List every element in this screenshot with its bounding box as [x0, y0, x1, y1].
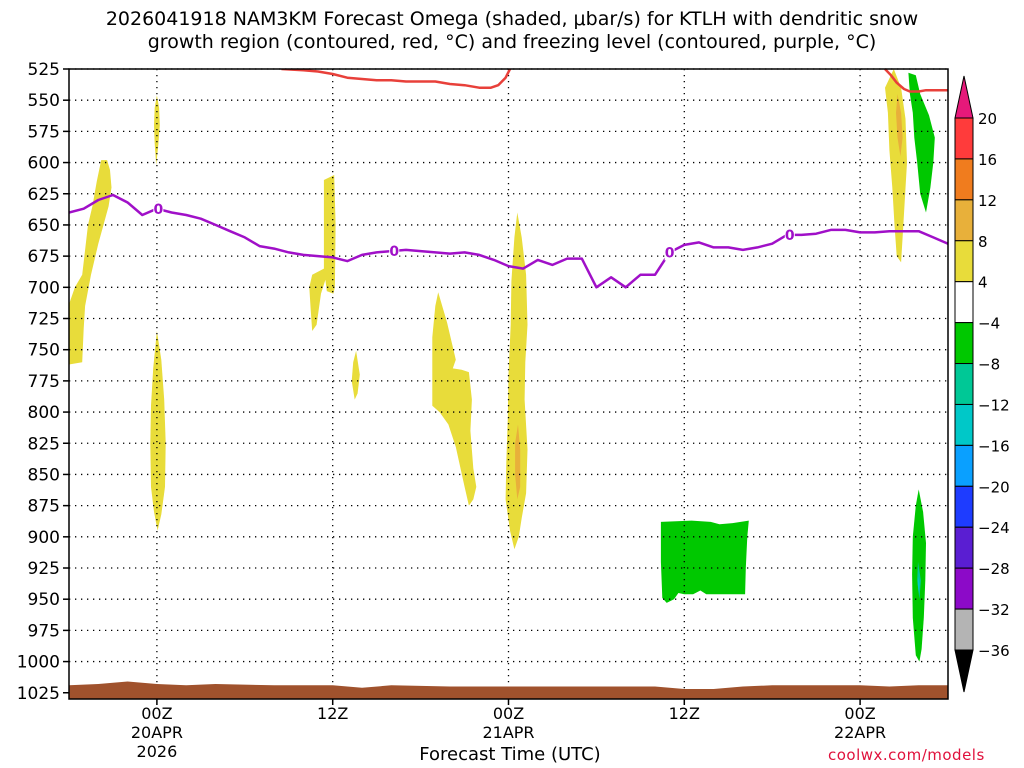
contour-label-background — [784, 226, 795, 243]
dgz-contour-line — [884, 69, 948, 93]
x-tick-label: 12Z — [317, 704, 348, 723]
y-tick-label: 575 — [28, 122, 60, 142]
colorbar-segment — [954, 322, 974, 365]
chart-title: 2026041918 NAM3KM Forecast Omega (shaded… — [105, 8, 919, 53]
colorbar-label: −4 — [978, 315, 1000, 333]
colorbar-segment — [954, 199, 974, 242]
colorbar-label: −20 — [978, 478, 1010, 496]
x-tick-label: 20APR — [131, 723, 183, 742]
colorbar-bottom-arrow — [954, 649, 974, 693]
y-tick-label: 650 — [28, 216, 60, 236]
x-tick-label: 12Z — [669, 704, 700, 723]
omega-region — [660, 520, 749, 603]
x-tick-label: 00Z — [141, 704, 172, 723]
x-tick-label: 22APR — [834, 723, 886, 742]
x-axis-label: Forecast Time (UTC) — [419, 744, 601, 765]
freezing-level-label: 0 — [153, 202, 163, 218]
gridlines — [69, 68, 948, 699]
colorbar-segment — [954, 526, 974, 569]
dgz-contour-line — [281, 69, 512, 89]
y-tick-label: 775 — [28, 372, 60, 392]
omega-region — [917, 576, 920, 593]
colorbar-label: −36 — [978, 642, 1010, 660]
omega-region — [896, 94, 903, 157]
omega-shading — [69, 69, 935, 662]
colorbar-segment — [954, 608, 974, 651]
omega-region — [917, 561, 921, 600]
colorbar-label: −8 — [978, 356, 1000, 374]
omega-region — [309, 175, 336, 331]
freezing-level-label: 0 — [389, 244, 399, 260]
omega-region — [150, 331, 166, 531]
y-tick-label: 975 — [28, 621, 60, 641]
colorbar-segment — [954, 158, 974, 201]
y-tick-label: 525 — [28, 60, 60, 80]
contour-label-background — [153, 201, 164, 218]
y-tick-label: 800 — [28, 403, 60, 423]
colorbar-segment — [954, 403, 974, 446]
colorbar-segment — [954, 281, 974, 324]
colorbar-label: −16 — [978, 437, 1010, 455]
colorbar-label: 4 — [978, 274, 988, 292]
y-tick-label: 825 — [28, 434, 60, 454]
colorbar-segment — [954, 117, 974, 160]
site-credit: coolwx.com/models — [828, 746, 985, 764]
colorbar-label: 8 — [978, 233, 988, 251]
x-tick-label: 21APR — [482, 723, 534, 742]
colorbar: 20 16 12 8 4 −4 −8 −12 −16 −20 −24 −28 −32 −36 — [954, 75, 1010, 693]
colorbar-segment — [954, 485, 974, 528]
y-tick-label: 750 — [28, 341, 60, 361]
colorbar-segment — [954, 444, 974, 487]
colorbar-segment — [954, 363, 974, 405]
colorbar-top-arrow — [954, 75, 974, 119]
contour-label-background — [664, 244, 675, 261]
freezing-level-label: 0 — [665, 245, 675, 261]
y-tick-label: 950 — [28, 590, 60, 610]
y-tick-label: 600 — [28, 154, 60, 174]
y-tick-label: 675 — [28, 247, 60, 267]
colorbar-label: 20 — [978, 110, 997, 128]
colorbar-label: −24 — [978, 519, 1010, 537]
freezing-level-line — [69, 193, 948, 289]
omega-region — [69, 160, 112, 365]
terrain-area — [69, 681, 948, 699]
colorbar-label: 16 — [978, 151, 997, 169]
terrain-fill — [69, 681, 948, 699]
omega-region — [515, 424, 521, 500]
x-tick-label: 2026 — [137, 742, 178, 761]
y-tick-label: 1000 — [17, 653, 60, 673]
colorbar-label: 12 — [978, 192, 997, 210]
y-tick-label: 900 — [28, 528, 60, 548]
y-tick-label: 1025 — [17, 684, 60, 704]
colorbar-label: −32 — [978, 601, 1010, 619]
colorbar-label: −28 — [978, 560, 1010, 578]
colorbar-segment — [954, 240, 974, 283]
y-tick-label: 550 — [28, 91, 60, 111]
y-tick-label: 700 — [28, 278, 60, 298]
omega-region — [505, 212, 528, 550]
y-tick-label: 875 — [28, 497, 60, 517]
x-tick-label: 00Z — [493, 704, 524, 723]
colorbar-label: −12 — [978, 396, 1010, 414]
y-tick-label: 850 — [28, 465, 60, 485]
omega-region — [351, 350, 360, 400]
x-tick-label: 00Z — [844, 704, 875, 723]
axes: 525 550 575 600 625 650 675 700 725 750 775 800 825 8… — [17, 60, 949, 761]
colorbar-segment — [954, 567, 974, 610]
omega-region — [908, 72, 935, 213]
omega-region — [432, 292, 477, 506]
contour-label-background — [389, 242, 400, 259]
y-tick-label: 625 — [28, 185, 60, 205]
freezing-level-label: 0 — [785, 228, 795, 244]
y-tick-label: 725 — [28, 310, 60, 330]
y-tick-label: 925 — [28, 559, 60, 579]
omega-region — [885, 69, 907, 263]
contour-lines: 0 0 0 0 — [69, 69, 948, 289]
